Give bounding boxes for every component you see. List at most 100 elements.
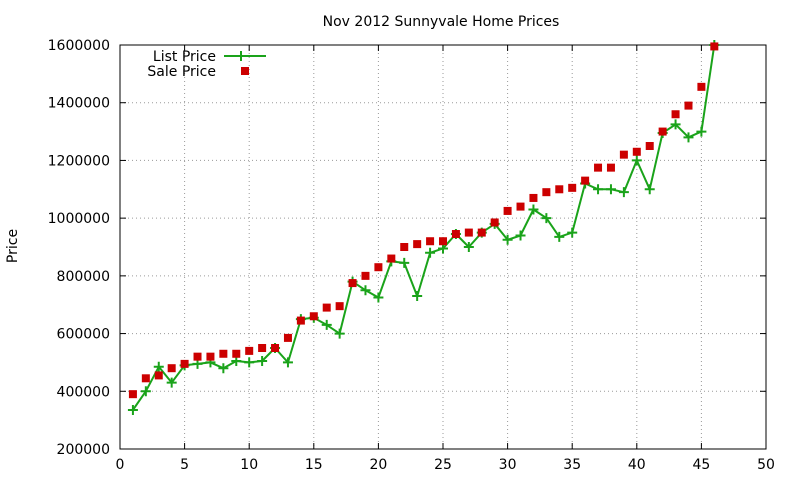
- point-sale-price: [400, 243, 409, 251]
- y-tick-label: 200000: [57, 442, 110, 458]
- x-tick-label: 20: [369, 457, 387, 473]
- point-sale-price: [581, 176, 590, 185]
- point-sale-price: [245, 346, 254, 355]
- point-sale-price: [154, 371, 163, 380]
- point-sale-price: [141, 374, 150, 383]
- y-tick-label: 400000: [57, 384, 110, 400]
- point-list-price: [502, 234, 513, 245]
- point-sale-price: [193, 352, 202, 361]
- y-tick-label: 1400000: [48, 96, 110, 112]
- point-sale-price: [335, 302, 344, 311]
- point-sale-price: [387, 254, 396, 263]
- point-sale-price: [206, 352, 215, 361]
- point-sale-price: [542, 188, 551, 197]
- point-sale-price: [361, 271, 370, 280]
- point-list-price: [605, 184, 616, 195]
- point-sale-price: [477, 228, 486, 237]
- grid-lines: [120, 45, 766, 449]
- point-list-price: [696, 126, 707, 137]
- y-tick-label: 1200000: [48, 153, 110, 169]
- point-list-price: [127, 405, 138, 416]
- x-tick-label: 40: [628, 457, 646, 473]
- point-sale-price: [451, 230, 460, 239]
- point-list-price: [644, 184, 655, 195]
- point-list-price: [631, 155, 642, 166]
- point-sale-price: [568, 183, 577, 192]
- point-list-price: [166, 377, 177, 388]
- point-sale-price: [697, 82, 706, 91]
- point-sale-price: [684, 101, 693, 110]
- point-list-price: [334, 328, 345, 339]
- x-tick-label: 15: [305, 457, 323, 473]
- point-sale-price: [271, 344, 280, 352]
- legend-marker-list-price: [236, 51, 246, 61]
- point-list-price: [670, 119, 681, 130]
- point-sale-price: [555, 185, 564, 194]
- point-sale-price: [594, 163, 603, 172]
- x-tick-label: 30: [499, 457, 517, 473]
- point-list-price: [683, 132, 694, 143]
- x-tick-label: 50: [757, 457, 775, 473]
- point-list-price: [257, 355, 268, 366]
- point-sale-price: [258, 344, 267, 352]
- point-sale-price: [309, 312, 318, 321]
- point-sale-price: [128, 390, 137, 399]
- point-sale-price: [490, 218, 499, 227]
- point-list-price: [321, 319, 332, 330]
- point-sale-price: [180, 359, 189, 368]
- point-sale-price: [606, 163, 615, 172]
- legend-marker-sale-price: [241, 67, 249, 75]
- point-sale-price: [619, 150, 628, 159]
- y-tick-label: 1600000: [48, 38, 110, 54]
- legend-label-list-price: List Price: [153, 49, 216, 65]
- point-sale-price: [645, 142, 654, 150]
- point-list-price: [515, 230, 526, 241]
- point-sale-price: [219, 349, 228, 358]
- point-sale-price: [529, 193, 538, 202]
- y-axis-label: Price: [5, 229, 21, 263]
- point-list-price: [425, 247, 436, 258]
- point-list-price: [554, 231, 565, 242]
- point-sale-price: [516, 202, 525, 211]
- point-list-price: [412, 291, 423, 302]
- x-tick-label: 0: [116, 457, 125, 473]
- point-sale-price: [283, 333, 292, 342]
- point-list-price: [282, 357, 293, 368]
- series-line-list-price: [132, 44, 716, 411]
- y-tick-label: 800000: [57, 269, 110, 285]
- point-list-price: [218, 363, 229, 374]
- point-sale-price: [167, 364, 176, 373]
- x-tick-label: 45: [692, 457, 710, 473]
- point-list-price: [593, 184, 604, 195]
- point-list-price: [140, 386, 151, 397]
- chart-title: Nov 2012 Sunnyvale Home Prices: [323, 14, 560, 30]
- point-sale-price: [439, 237, 447, 246]
- point-list-price: [153, 361, 164, 372]
- point-sale-price: [464, 228, 473, 237]
- point-sale-price: [374, 263, 383, 272]
- point-list-price: [528, 204, 539, 215]
- x-tick-label: 5: [180, 457, 189, 473]
- x-tick-label: 25: [434, 457, 452, 473]
- point-sale-price: [232, 349, 241, 358]
- point-sale-price: [658, 127, 667, 136]
- x-tick-label: 10: [240, 457, 258, 473]
- point-sale-price: [348, 279, 357, 288]
- point-list-price: [373, 292, 384, 303]
- point-sale-price: [710, 42, 719, 51]
- y-tick-label: 1000000: [48, 211, 110, 227]
- point-sale-price: [426, 237, 435, 246]
- x-tick-label: 35: [563, 457, 581, 473]
- point-sale-price: [503, 206, 512, 215]
- legend: List Price Sale Price: [147, 49, 266, 80]
- point-list-price: [567, 227, 578, 238]
- y-tick-label: 600000: [57, 327, 110, 343]
- point-sale-price: [632, 147, 641, 156]
- axis-ticks: 0 5 10 15 20 25 30 35 40 45 50 200000 400000 600000 80…: [48, 38, 775, 473]
- point-sale-price: [296, 316, 305, 325]
- point-list-price: [360, 285, 371, 296]
- series-layer: [127, 40, 720, 416]
- point-sale-price: [322, 303, 331, 312]
- point-list-price: [618, 187, 629, 198]
